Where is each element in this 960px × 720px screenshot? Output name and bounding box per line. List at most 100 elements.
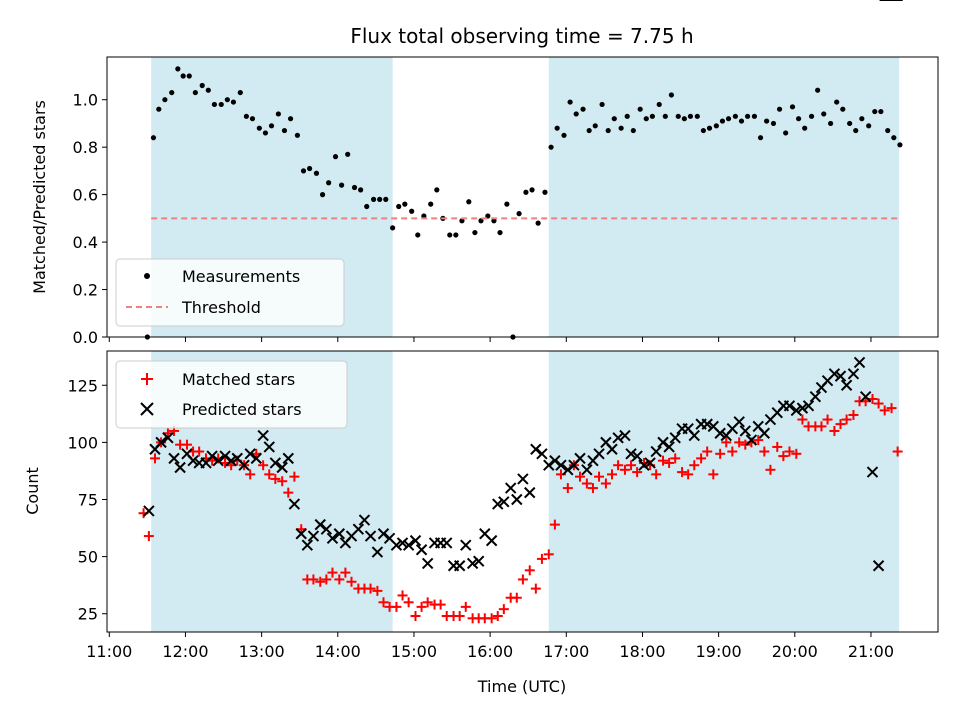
matched-star-point bbox=[372, 585, 383, 596]
measurement-point bbox=[237, 89, 243, 96]
predicted-star-point-b bbox=[834, 370, 847, 382]
predicted-star-point-b bbox=[282, 452, 294, 465]
x-tick-label: 20:00 bbox=[772, 642, 818, 661]
predicted-star-point bbox=[162, 432, 174, 444]
matched-star-point bbox=[632, 467, 643, 478]
predicted-star-point-b bbox=[231, 452, 243, 465]
matched-star-point bbox=[524, 565, 535, 576]
matched-star-point bbox=[829, 425, 840, 436]
measurement-point bbox=[351, 184, 358, 191]
predicted-star-point-b bbox=[383, 532, 396, 545]
predicted-star-point-b bbox=[790, 404, 803, 417]
measurement-point bbox=[459, 218, 465, 224]
predicted-star-point-b bbox=[396, 537, 409, 549]
predicted-star-point-b bbox=[485, 534, 498, 547]
predicted-star-point bbox=[466, 557, 479, 570]
measurement-point bbox=[668, 92, 675, 98]
matched-star-point bbox=[245, 469, 256, 480]
measurement-point bbox=[776, 106, 783, 112]
predicted-star-point bbox=[472, 555, 485, 567]
measurement-point bbox=[180, 73, 186, 79]
measurement-point bbox=[700, 127, 707, 134]
measurement-point bbox=[580, 106, 586, 112]
matched-star-point bbox=[753, 435, 764, 446]
matched-star-point bbox=[600, 478, 611, 489]
bottom-y-tick-label: 25 bbox=[78, 605, 98, 624]
bottom-y-tick-label: 75 bbox=[78, 490, 98, 509]
predicted-star-point bbox=[168, 452, 180, 465]
matched-star-point bbox=[258, 460, 269, 471]
predicted-star-point bbox=[307, 530, 320, 542]
measurement-point bbox=[402, 201, 408, 207]
predicted-star-point-b bbox=[212, 454, 224, 467]
predicted-star-point-b bbox=[644, 457, 656, 469]
predicted-star-point bbox=[549, 454, 561, 467]
predicted-star-point-b bbox=[536, 448, 548, 460]
predicted-star-point bbox=[625, 448, 637, 460]
top-y-tick-label: 0.0 bbox=[73, 328, 98, 347]
measurement-point bbox=[847, 120, 853, 127]
predicted-star-point-b bbox=[472, 555, 485, 567]
x-tick-label: 21:00 bbox=[848, 642, 894, 661]
matched-star-point bbox=[587, 483, 598, 494]
matched-star-point bbox=[658, 455, 669, 466]
measurement-point bbox=[757, 135, 764, 141]
legend-predicted-marker bbox=[140, 402, 154, 416]
matched-star-point bbox=[797, 414, 808, 425]
measurement-point bbox=[275, 111, 281, 117]
predicted-star-point-b bbox=[257, 429, 269, 442]
matched-star-point bbox=[740, 439, 751, 450]
predicted-star-point-b bbox=[492, 498, 504, 510]
matched-star-point bbox=[492, 611, 503, 622]
predicted-star-point-b bbox=[524, 486, 536, 499]
top-ticks: 0.0 0.2 0.4 0.6 0.8 1.0 bbox=[73, 91, 872, 347]
measurement-point bbox=[802, 125, 808, 131]
measurement-point bbox=[287, 116, 294, 122]
predicted-star-point bbox=[288, 498, 301, 510]
measurement-point bbox=[175, 66, 181, 72]
predicted-star-point-b bbox=[168, 452, 180, 465]
measurement-point bbox=[453, 232, 459, 238]
measurement-point bbox=[656, 101, 662, 108]
measurement-point bbox=[592, 123, 598, 129]
top-panel: 0.0 0.2 0.4 0.6 0.8 1.0 bbox=[73, 56, 939, 347]
bottom-axes-frame bbox=[106, 350, 939, 633]
matched-star-point bbox=[664, 457, 675, 468]
predicted-star-point-b bbox=[269, 457, 282, 469]
predicted-star-point bbox=[415, 544, 428, 556]
matched-star-point bbox=[562, 483, 573, 494]
measurement-point bbox=[643, 116, 649, 122]
measurement-point bbox=[491, 218, 497, 224]
measurement-point bbox=[599, 101, 605, 108]
matched-star-point bbox=[734, 437, 745, 448]
top-series-layer bbox=[144, 66, 903, 340]
measurement-point bbox=[675, 113, 681, 119]
measurement-point bbox=[885, 127, 891, 134]
predicted-star-point bbox=[504, 482, 517, 494]
matched-star-point bbox=[613, 460, 624, 471]
measurement-point bbox=[472, 229, 478, 236]
matched-star-point bbox=[327, 567, 338, 578]
matched-star-point bbox=[308, 574, 319, 585]
measurement-point bbox=[466, 199, 472, 205]
predicted-star-point-b bbox=[377, 528, 390, 540]
measurement-point bbox=[390, 225, 396, 231]
measurement-point bbox=[859, 116, 865, 122]
measurement-point bbox=[732, 113, 738, 119]
predicted-star-point bbox=[859, 390, 872, 403]
matched-star-point bbox=[435, 599, 446, 610]
measurement-point bbox=[300, 168, 307, 174]
predicted-star-point-b bbox=[174, 461, 186, 474]
bottom-series-layer bbox=[138, 0, 903, 624]
predicted-star-point bbox=[225, 454, 237, 467]
predicted-star-point bbox=[638, 459, 650, 471]
predicted-star-point-b bbox=[745, 434, 758, 446]
measurement-point bbox=[611, 116, 617, 122]
predicted-star-point-b bbox=[859, 390, 872, 403]
matched-star-point bbox=[873, 398, 884, 409]
predicted-star-point-b bbox=[301, 539, 314, 551]
predicted-star-point bbox=[574, 452, 586, 465]
predicted-star-point bbox=[701, 418, 713, 430]
matched-star-point bbox=[454, 611, 465, 622]
measurement-point bbox=[205, 87, 211, 93]
